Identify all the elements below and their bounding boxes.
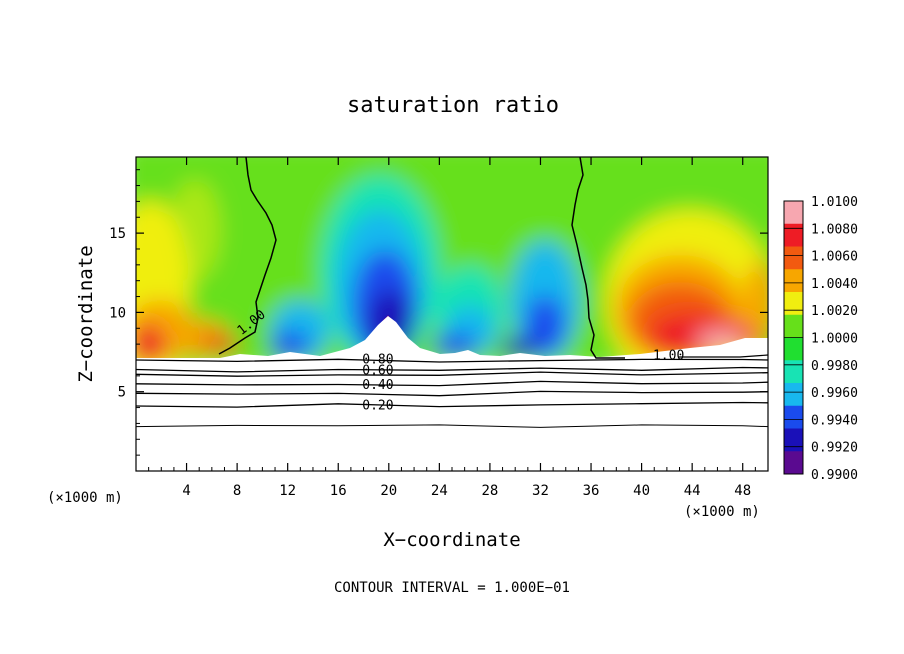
colorbar-swatch	[784, 246, 803, 270]
colorbar-label: 0.9940	[811, 413, 858, 428]
contour-line	[135, 366, 769, 373]
x-tick-label: 28	[481, 483, 498, 499]
colorbar-label: 0.9980	[811, 359, 858, 374]
colorbar-swatch	[784, 223, 803, 247]
chart-title: saturation ratio	[347, 93, 559, 118]
colorbar-swatch	[784, 314, 803, 338]
contour-lines	[135, 358, 769, 428]
colorbar-label: 0.9900	[811, 468, 858, 483]
x-unit-left: (×1000 m)	[47, 490, 123, 506]
colorbar-label: 1.0020	[811, 304, 858, 319]
x-tick-label: 36	[583, 483, 600, 499]
x-tick-label: 40	[633, 483, 650, 499]
colorbar-label: 1.0080	[811, 222, 858, 237]
y-tick-label: 5	[118, 385, 126, 401]
colorbar-swatch	[784, 451, 803, 475]
x-tick-label: 16	[330, 483, 347, 499]
x-tick-label: 8	[233, 483, 241, 499]
contour-line	[135, 358, 769, 363]
y-tick-label: 10	[109, 305, 126, 321]
colorbar-label: 0.9920	[811, 441, 858, 456]
contour-line	[135, 371, 769, 377]
colorbar-swatch	[784, 269, 803, 293]
colorbar-label: 1.0040	[811, 277, 858, 292]
colorbar-label: 1.0060	[811, 250, 858, 265]
contour-1-00-left	[218, 156, 277, 355]
contour-1-00-right-tail	[678, 354, 769, 358]
y-axis-label: Z−coordinate	[75, 245, 97, 382]
contour-line	[135, 390, 769, 397]
colorbar-label: 1.0000	[811, 332, 858, 347]
colorbar-swatch	[784, 383, 803, 407]
contour-label: 1.00	[653, 348, 684, 363]
x-tick-label: 32	[532, 483, 549, 499]
contour-line	[135, 424, 769, 428]
x-tick-label: 48	[734, 483, 751, 499]
contour-label: 0.60	[362, 364, 393, 379]
colorbar: 1.0100 1.0080 1.0060 1.0040 1.0020 1.0000 0.99…	[783, 195, 858, 483]
colorbar-swatch	[784, 201, 803, 225]
y-tick-label: 15	[109, 226, 126, 242]
contour-line	[135, 380, 769, 387]
colorbar-label: 0.9960	[811, 386, 858, 401]
x-tick-label: 12	[279, 483, 296, 499]
x-axis-label: X−coordinate	[383, 529, 520, 551]
colorbar-swatch	[784, 360, 803, 384]
contour-label: 0.20	[362, 398, 393, 413]
colorbar-label: 1.0100	[811, 195, 858, 210]
x-axis-ticks: 4 8 12 16 20 24 28 32 36 40 44 48	[148, 157, 756, 499]
contour-label: 0.80	[362, 352, 393, 367]
contour-interval-note: CONTOUR INTERVAL = 1.000E−01	[334, 580, 570, 596]
x-tick-label: 4	[182, 483, 190, 499]
colorbar-swatch	[784, 292, 803, 316]
x-tick-label: 44	[684, 483, 701, 499]
colorbar-swatch	[784, 337, 803, 361]
colorbar-swatch	[784, 405, 803, 429]
x-unit-right: (×1000 m)	[684, 504, 760, 520]
x-tick-label: 20	[380, 483, 397, 499]
terrain-mask	[136, 316, 768, 358]
contour-label: 0.40	[362, 378, 393, 393]
saturation-field	[136, 157, 768, 358]
x-tick-label: 24	[431, 483, 448, 499]
colorbar-swatch	[784, 428, 803, 452]
y-axis-ticks: 5 10 15	[109, 169, 768, 456]
contour-1-00-right	[571, 156, 625, 359]
contour-line	[135, 401, 769, 408]
